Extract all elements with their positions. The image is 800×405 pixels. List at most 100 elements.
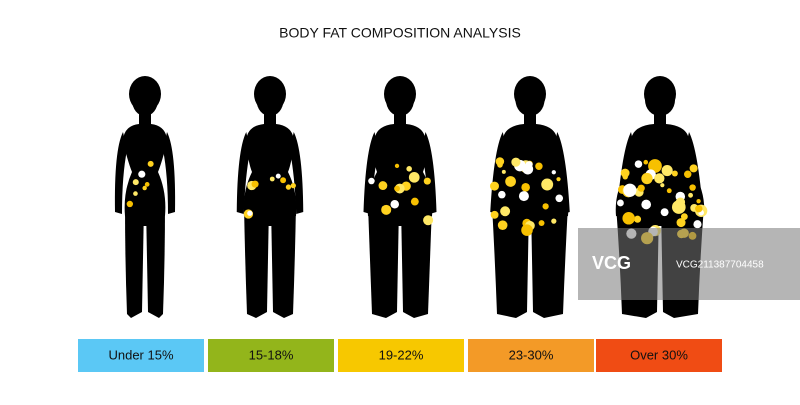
- watermark: VCG VCG211387704458: [578, 228, 800, 300]
- fat-dot: [693, 220, 702, 229]
- fat-dot: [643, 159, 649, 165]
- fat-dot: [637, 184, 645, 192]
- label-text: 23-30%: [509, 347, 554, 362]
- fat-dot: [521, 224, 533, 236]
- fat-dot: [535, 162, 543, 170]
- arm: [490, 132, 507, 214]
- torso: [243, 112, 297, 226]
- fat-dot: [381, 204, 392, 215]
- fat-dot: [138, 170, 146, 178]
- fat-dot: [648, 159, 662, 173]
- fat-dot: [660, 183, 665, 188]
- leg: [125, 205, 144, 318]
- fat-dot: [394, 185, 400, 192]
- fat-dot: [378, 181, 388, 190]
- fat-dot: [406, 166, 412, 172]
- label-text: Under 15%: [108, 347, 173, 362]
- label-box: [338, 339, 464, 372]
- fat-dot: [490, 210, 499, 219]
- fat-dot: [622, 174, 628, 180]
- arm: [163, 132, 176, 214]
- fat-dot: [251, 180, 259, 188]
- fat-dot: [623, 183, 637, 197]
- label-box: [208, 339, 334, 372]
- leg: [401, 205, 432, 318]
- head: [386, 84, 414, 116]
- fat-dot: [675, 197, 686, 207]
- fat-dot: [518, 191, 529, 202]
- label-text: 15-18%: [249, 347, 294, 362]
- fat-dot: [684, 170, 692, 178]
- fat-dot: [634, 160, 643, 168]
- watermark-logo: VCG: [592, 253, 631, 273]
- fat-dot: [551, 218, 557, 224]
- label-box: [468, 339, 594, 372]
- fat-dot: [661, 165, 673, 177]
- fat-dot: [505, 176, 516, 187]
- fat-dot: [497, 220, 508, 230]
- fat-dot: [556, 177, 561, 182]
- torso: [367, 112, 433, 226]
- silhouette: [363, 76, 437, 318]
- fat-dot: [280, 177, 287, 184]
- fat-dot: [538, 220, 545, 227]
- fat-dot: [542, 203, 549, 210]
- fat-dot: [423, 177, 431, 185]
- fat-dot: [126, 200, 134, 208]
- fat-dot: [689, 164, 698, 173]
- fat-dot: [285, 184, 292, 190]
- arm: [114, 132, 127, 214]
- fat-dot: [689, 184, 696, 191]
- leg: [244, 205, 269, 318]
- leg: [531, 205, 568, 318]
- watermark-id: VCG211387704458: [676, 260, 764, 271]
- fat-dot: [501, 169, 506, 174]
- silhouette: [114, 76, 176, 318]
- fat-dot: [368, 177, 375, 185]
- fat-dot: [641, 172, 653, 185]
- fat-dot: [423, 215, 434, 226]
- silhouette: [490, 76, 570, 318]
- fat-dot: [490, 181, 499, 191]
- fat-dot: [390, 199, 399, 209]
- fat-dot: [408, 171, 420, 183]
- fat-dot: [132, 179, 139, 186]
- fat-dot: [142, 185, 147, 191]
- head: [256, 84, 284, 116]
- fat-dot: [634, 215, 642, 223]
- fat-dot: [500, 206, 511, 217]
- fat-dot: [680, 213, 688, 221]
- fat-dot: [622, 212, 635, 225]
- label-text: 19-22%: [379, 347, 424, 362]
- fat-dot: [696, 198, 701, 204]
- fat-dot: [147, 160, 154, 167]
- head: [645, 84, 675, 116]
- head: [132, 84, 158, 116]
- fat-dot: [688, 192, 693, 198]
- fat-dot: [654, 173, 665, 184]
- arm: [685, 132, 703, 214]
- fat-dot: [410, 197, 419, 206]
- silhouette: [236, 76, 304, 318]
- label-box: [596, 339, 722, 372]
- fat-dot: [666, 188, 672, 194]
- fat-dot: [555, 194, 564, 203]
- fat-dot: [676, 218, 686, 228]
- labels: Under 15% 15-18% 19-22% 23-30% Over 30%: [78, 339, 722, 372]
- arm: [236, 132, 251, 214]
- fat-dot: [275, 173, 281, 179]
- fat-dot: [671, 170, 678, 177]
- arm: [421, 132, 437, 214]
- fat-dot: [497, 162, 503, 168]
- fat-dot: [144, 182, 150, 187]
- title: BODY FAT COMPOSITION ANALYSIS: [279, 25, 521, 41]
- head: [515, 84, 545, 116]
- fat-dot: [269, 176, 275, 182]
- fat-dot: [521, 183, 530, 192]
- leg: [271, 205, 296, 318]
- arm: [289, 132, 304, 214]
- leg: [146, 205, 165, 318]
- fat-dot: [660, 208, 669, 217]
- leg: [368, 205, 399, 318]
